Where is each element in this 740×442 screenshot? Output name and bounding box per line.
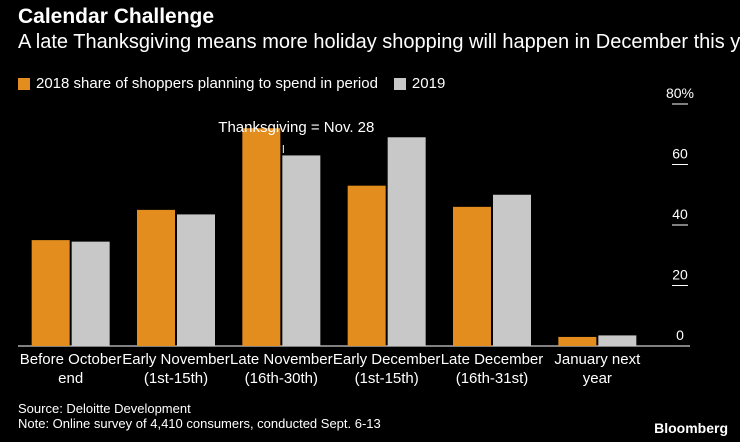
bar-2019	[71, 241, 110, 346]
bar-2019	[598, 335, 637, 346]
y-tick-label: 80%	[666, 85, 694, 101]
bar-2019	[282, 155, 321, 346]
legend-label-2018: 2018 share of shoppers planning to spend…	[36, 75, 378, 92]
legend-entry-2018: 2018 share of shoppers planning to spend…	[18, 75, 378, 92]
chart-title: Calendar Challenge	[18, 5, 215, 28]
bar-2019	[493, 194, 531, 346]
bar-2018	[137, 209, 175, 346]
survey-note: Note: Online survey of 4,410 consumers, …	[18, 416, 381, 431]
x-tick-label: January next year	[554, 351, 641, 387]
x-tick-label: Late November (16th-30th)	[230, 351, 333, 387]
y-tick-label: 60	[672, 146, 688, 162]
annotation-label: Thanksgiving = Nov. 28	[218, 119, 374, 136]
source-note: Source: Deloitte Development	[18, 401, 191, 416]
x-tick-label: Late December (16th-31st)	[441, 351, 544, 387]
x-tick-label: Early December (1st-15th)	[333, 351, 441, 387]
bar-2019	[387, 137, 426, 346]
bar-2018	[453, 206, 491, 346]
x-tick-label: Early November (1st-15th)	[122, 351, 230, 387]
y-tick-label: 0	[676, 327, 684, 343]
bar-2018	[558, 336, 597, 346]
bar-2018	[31, 240, 70, 346]
y-tick-label: 20	[672, 267, 688, 283]
y-tick-label: 40	[672, 206, 688, 222]
bar-2019	[177, 214, 215, 346]
legend-label-2019: 2019	[411, 75, 446, 92]
bar-2018	[347, 185, 386, 346]
legend-swatch-2018	[18, 77, 30, 90]
x-tick-label: Before October end	[20, 351, 122, 387]
legend: 2018 share of shoppers planning to spend…	[18, 75, 461, 92]
bloomberg-logo: Bloomberg	[654, 420, 728, 436]
chart-subtitle: A late Thanksgiving means more holiday s…	[18, 31, 740, 53]
bar-2018	[242, 128, 281, 346]
legend-swatch-2019	[393, 77, 406, 90]
legend-entry-2019: 2019	[393, 75, 446, 92]
